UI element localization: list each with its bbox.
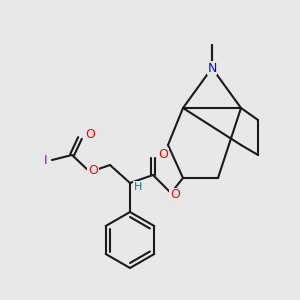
Text: N: N — [207, 61, 217, 74]
Text: O: O — [88, 164, 98, 176]
Text: O: O — [88, 164, 98, 176]
Text: O: O — [85, 128, 95, 142]
Text: N: N — [207, 61, 217, 74]
Text: H: H — [134, 182, 142, 192]
Text: O: O — [170, 188, 180, 202]
Text: I: I — [44, 154, 48, 166]
Text: H: H — [134, 182, 142, 192]
Text: O: O — [85, 128, 95, 142]
Text: O: O — [158, 148, 168, 161]
Text: O: O — [170, 188, 180, 202]
Text: O: O — [158, 148, 168, 161]
Text: I: I — [44, 154, 48, 166]
